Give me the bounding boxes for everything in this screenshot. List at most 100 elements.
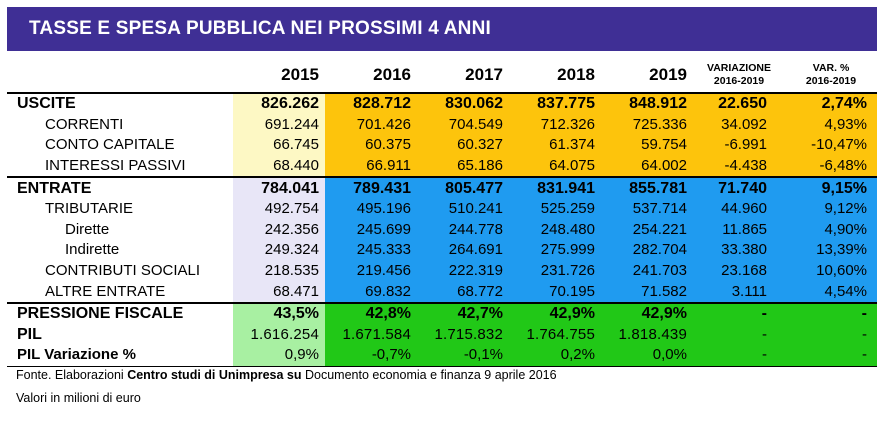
row-label: PRESSIONE FISCALE	[7, 301, 233, 325]
cell-2016: 42,8%	[325, 301, 417, 325]
cell-2016: 495.196	[325, 198, 417, 220]
cell-2016: 219.456	[325, 260, 417, 282]
cell-2019: 282.704	[601, 240, 693, 261]
cell-2017: 805.477	[417, 176, 509, 199]
cell-variazione: 3.111	[693, 281, 785, 303]
cell-2016: 69.832	[325, 281, 417, 303]
cell-2015: 492.754	[233, 198, 325, 220]
cell-2018: 231.726	[509, 260, 601, 282]
header-2019: 2019	[649, 65, 687, 84]
cell-var-pct: -	[785, 324, 877, 346]
header-var-pct: VAR. % 2016-2019	[805, 62, 857, 87]
cell-2019: 42,9%	[601, 301, 693, 325]
cell-variazione: 11.865	[693, 219, 785, 241]
cell-2018: 712.326	[509, 114, 601, 136]
cell-2016: 245.699	[325, 219, 417, 241]
cell-2016: 1.671.584	[325, 324, 417, 346]
table-row: TRIBUTARIE 492.754 495.196 510.241 525.259 53…	[7, 198, 877, 220]
cell-var-pct: -	[785, 301, 877, 325]
cell-2015: 0,9%	[233, 345, 325, 367]
header-2016: 2016	[373, 65, 411, 84]
source-note: Fonte. Elaborazioni Centro studi di Unim…	[16, 368, 557, 382]
cell-2019: 537.714	[601, 198, 693, 220]
cell-var-pct: 13,39%	[785, 240, 877, 261]
cell-2015: 68.440	[233, 155, 325, 178]
table-row: Dirette 242.356 245.699 244.778 248.480 254.2…	[7, 219, 877, 241]
cell-2018: 61.374	[509, 135, 601, 156]
cell-2019: 855.781	[601, 176, 693, 199]
table-row: ENTRATE 784.041 789.431 805.477 831.941 855.7…	[7, 176, 877, 199]
row-label: ENTRATE	[7, 176, 233, 199]
cell-variazione: -6.991	[693, 135, 785, 156]
header-2017: 2017	[465, 65, 503, 84]
data-table: 2015 2016 2017 2018 2019 VARIAZIONE 2016…	[7, 58, 877, 367]
cell-var-pct: -10,47%	[785, 135, 877, 156]
cell-2019: 59.754	[601, 135, 693, 156]
cell-2015: 249.324	[233, 240, 325, 261]
cell-var-pct: 4,93%	[785, 114, 877, 136]
units-note: Valori in milioni di euro	[16, 391, 141, 405]
cell-2015: 1.616.254	[233, 324, 325, 346]
cell-2019: 241.703	[601, 260, 693, 282]
header-label	[7, 58, 233, 93]
row-label: USCITE	[7, 92, 233, 115]
cell-2019: 0,0%	[601, 345, 693, 367]
cell-2015: 691.244	[233, 114, 325, 136]
row-label: Dirette	[65, 220, 110, 238]
cell-2016: 66.911	[325, 155, 417, 178]
cell-2018: 837.775	[509, 92, 601, 115]
cell-2018: 0,2%	[509, 345, 601, 367]
row-label: CONTRIBUTI SOCIALI	[45, 262, 201, 280]
cell-var-pct: 9,12%	[785, 198, 877, 220]
row-label: CONTO CAPITALE	[45, 136, 175, 154]
header-variazione: VARIAZIONE 2016-2019	[707, 62, 771, 87]
table-row: PRESSIONE FISCALE 43,5% 42,8% 42,7% 42,9% 42,…	[7, 301, 877, 325]
cell-2017: 244.778	[417, 219, 509, 241]
cell-2018: 275.999	[509, 240, 601, 261]
cell-variazione: -4.438	[693, 155, 785, 178]
cell-2019: 725.336	[601, 114, 693, 136]
cell-2016: 245.333	[325, 240, 417, 261]
table-row: PIL Variazione % 0,9% -0,7% -0,1% 0,2% 0,0% - -	[7, 345, 877, 367]
table-row: CONTO CAPITALE 66.745 60.375 60.327 61.374 59…	[7, 135, 877, 156]
cell-variazione: 22.650	[693, 92, 785, 115]
cell-2017: 510.241	[417, 198, 509, 220]
cell-2017: 42,7%	[417, 301, 509, 325]
cell-variazione: 34.092	[693, 114, 785, 136]
cell-2015: 68.471	[233, 281, 325, 303]
table-row: ALTRE ENTRATE 68.471 69.832 68.772 70.195 71.…	[7, 281, 877, 303]
cell-2016: 789.431	[325, 176, 417, 199]
header-2018: 2018	[557, 65, 595, 84]
cell-2019: 64.002	[601, 155, 693, 178]
cell-2015: 66.745	[233, 135, 325, 156]
table-row: USCITE 826.262 828.712 830.062 837.775 848.91…	[7, 92, 877, 115]
row-label: PIL Variazione %	[7, 345, 233, 367]
cell-var-pct: -	[785, 345, 877, 367]
cell-variazione: 44.960	[693, 198, 785, 220]
cell-2016: 60.375	[325, 135, 417, 156]
cell-2018: 64.075	[509, 155, 601, 178]
cell-var-pct: 10,60%	[785, 260, 877, 282]
cell-2017: 68.772	[417, 281, 509, 303]
cell-2018: 248.480	[509, 219, 601, 241]
cell-2017: 264.691	[417, 240, 509, 261]
cell-2017: 1.715.832	[417, 324, 509, 346]
cell-2018: 525.259	[509, 198, 601, 220]
table-row: Indirette 249.324 245.333 264.691 275.999 282…	[7, 240, 877, 261]
table-row: INTERESSI PASSIVI 68.440 66.911 65.186 64.07…	[7, 155, 877, 178]
cell-2017: 65.186	[417, 155, 509, 178]
cell-2016: -0,7%	[325, 345, 417, 367]
table-row: PIL 1.616.254 1.671.584 1.715.832 1.764.755 1…	[7, 324, 877, 346]
cell-var-pct: 9,15%	[785, 176, 877, 199]
cell-2018: 831.941	[509, 176, 601, 199]
cell-2017: 222.319	[417, 260, 509, 282]
table-title: TASSE E SPESA PUBBLICA NEI PROSSIMI 4 AN…	[7, 7, 877, 51]
row-label: PIL	[17, 325, 42, 343]
cell-variazione: -	[693, 301, 785, 325]
cell-2017: 830.062	[417, 92, 509, 115]
cell-2019: 848.912	[601, 92, 693, 115]
cell-2019: 254.221	[601, 219, 693, 241]
table-row: CONTRIBUTI SOCIALI 218.535 219.456 222.319 2…	[7, 260, 877, 282]
cell-variazione: 33.380	[693, 240, 785, 261]
cell-var-pct: -6,48%	[785, 155, 877, 178]
